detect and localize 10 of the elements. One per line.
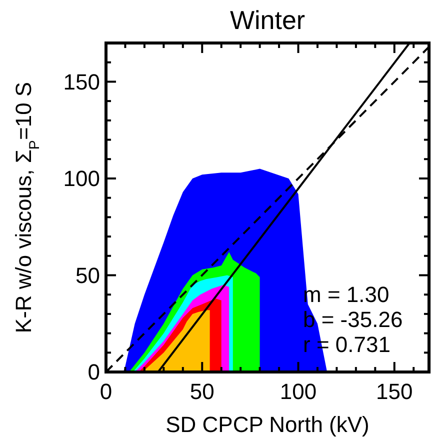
y-tick-label: 100 — [63, 166, 100, 192]
x-axis-title: SD CPCP North (kV) — [166, 412, 370, 437]
chart-title: Winter — [230, 5, 306, 35]
x-tick-label: 150 — [376, 379, 413, 404]
y-tick-label: 50 — [76, 262, 100, 288]
annotation: b = -35.26 — [303, 307, 403, 332]
x-tick-label: 100 — [280, 379, 317, 404]
y-tick-label: 0 — [88, 360, 100, 385]
x-tick-label: 50 — [190, 379, 214, 404]
y-tick-label: 150 — [63, 69, 100, 94]
